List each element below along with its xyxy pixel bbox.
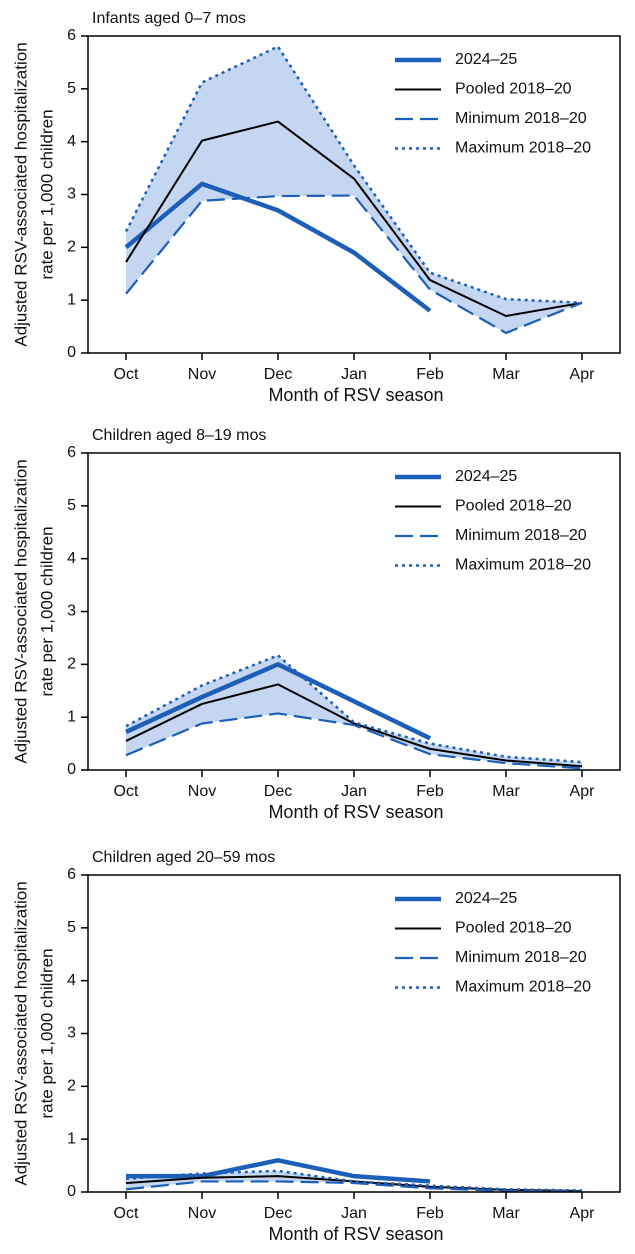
- legend-label: Maximum 2018–20: [455, 140, 591, 157]
- y-tick-label: 2: [67, 1078, 76, 1095]
- legend-label: Pooled 2018–20: [455, 498, 572, 515]
- legend-label: Minimum 2018–20: [455, 527, 587, 544]
- y-tick-label: 3: [67, 603, 76, 620]
- series-line: [124, 45, 583, 305]
- x-tick-label: Jan: [341, 783, 367, 800]
- x-tick-label: Jan: [341, 366, 367, 383]
- x-tick-label: Apr: [570, 366, 596, 383]
- series-line: [125, 712, 583, 770]
- x-tick-label: Jan: [341, 1205, 367, 1222]
- y-tick-label: 0: [67, 1183, 76, 1200]
- y-axis-label: rate per 1,000 children: [37, 526, 56, 696]
- series-line: [125, 120, 583, 318]
- x-tick-label: Dec: [264, 1205, 292, 1222]
- legend-label: Pooled 2018–20: [455, 81, 572, 98]
- x-tick-label: Nov: [188, 366, 216, 383]
- plot-frame: [87, 35, 621, 354]
- x-tick-label: Mar: [492, 1205, 520, 1222]
- x-tick-label: Mar: [492, 783, 520, 800]
- y-tick-label: 6: [67, 866, 76, 883]
- x-tick-label: Nov: [188, 1205, 216, 1222]
- x-tick-label: Oct: [114, 783, 139, 800]
- panel-title: Children aged 8–19 mos: [92, 427, 266, 444]
- x-tick-label: Apr: [570, 783, 596, 800]
- y-tick-label: 2: [67, 239, 76, 256]
- x-tick-label: Nov: [188, 783, 216, 800]
- x-tick-label: Feb: [416, 1205, 444, 1222]
- y-tick-label: 0: [67, 761, 76, 778]
- series-line: [125, 683, 583, 768]
- range-band: [126, 655, 582, 769]
- y-tick-label: 5: [67, 80, 76, 97]
- y-tick-label: 1: [67, 291, 76, 308]
- x-axis-label: Month of RSV season: [268, 385, 443, 405]
- x-tick-label: Apr: [570, 1205, 596, 1222]
- plot-frame: [87, 452, 621, 771]
- y-tick-label: 3: [67, 1025, 76, 1042]
- series-line: [124, 181, 432, 313]
- x-axis-label: Month of RSV season: [268, 1224, 443, 1244]
- y-tick-label: 5: [67, 497, 76, 514]
- panel-title: Infants aged 0–7 mos: [92, 10, 246, 27]
- y-tick-label: 6: [67, 27, 76, 44]
- x-tick-label: Feb: [416, 783, 444, 800]
- series-line: [125, 662, 431, 741]
- x-tick-label: Dec: [264, 366, 292, 383]
- series-line: [125, 194, 583, 335]
- y-tick-label: 4: [67, 133, 76, 150]
- x-tick-label: Oct: [114, 1205, 139, 1222]
- y-tick-label: 3: [67, 186, 76, 203]
- x-tick-label: Mar: [492, 366, 520, 383]
- y-tick-label: 4: [67, 550, 76, 567]
- y-axis-label: rate per 1,000 children: [37, 948, 56, 1118]
- y-axis-label: Adjusted RSV-associated hospitalization: [11, 881, 30, 1185]
- range-band: [126, 46, 582, 333]
- legend-label: Minimum 2018–20: [455, 949, 587, 966]
- y-tick-label: 2: [67, 656, 76, 673]
- legend-label: 2024–25: [455, 890, 517, 907]
- x-tick-label: Dec: [264, 783, 292, 800]
- y-axis-label: Adjusted RSV-associated hospitalization: [11, 459, 30, 763]
- y-tick-label: 1: [67, 1130, 76, 1147]
- legend-label: 2024–25: [455, 468, 517, 485]
- x-tick-label: Feb: [416, 366, 444, 383]
- y-tick-label: 1: [67, 708, 76, 725]
- y-axis-label: Adjusted RSV-associated hospitalization: [11, 42, 30, 346]
- legend-label: 2024–25: [455, 51, 517, 68]
- y-tick-label: 6: [67, 444, 76, 461]
- y-tick-label: 5: [67, 919, 76, 936]
- series-line: [125, 654, 583, 764]
- y-tick-label: 4: [67, 972, 76, 989]
- y-tick-label: 0: [67, 344, 76, 361]
- legend-label: Pooled 2018–20: [455, 920, 572, 937]
- panel-title: Children aged 20–59 mos: [92, 849, 275, 866]
- y-axis-label: rate per 1,000 children: [37, 109, 56, 279]
- legend-label: Minimum 2018–20: [455, 110, 587, 127]
- x-axis-label: Month of RSV season: [268, 802, 443, 822]
- series-line: [125, 1180, 583, 1193]
- legend-label: Maximum 2018–20: [455, 979, 591, 996]
- legend-label: Maximum 2018–20: [455, 557, 591, 574]
- x-tick-label: Oct: [114, 366, 139, 383]
- plot-frame: [87, 874, 621, 1193]
